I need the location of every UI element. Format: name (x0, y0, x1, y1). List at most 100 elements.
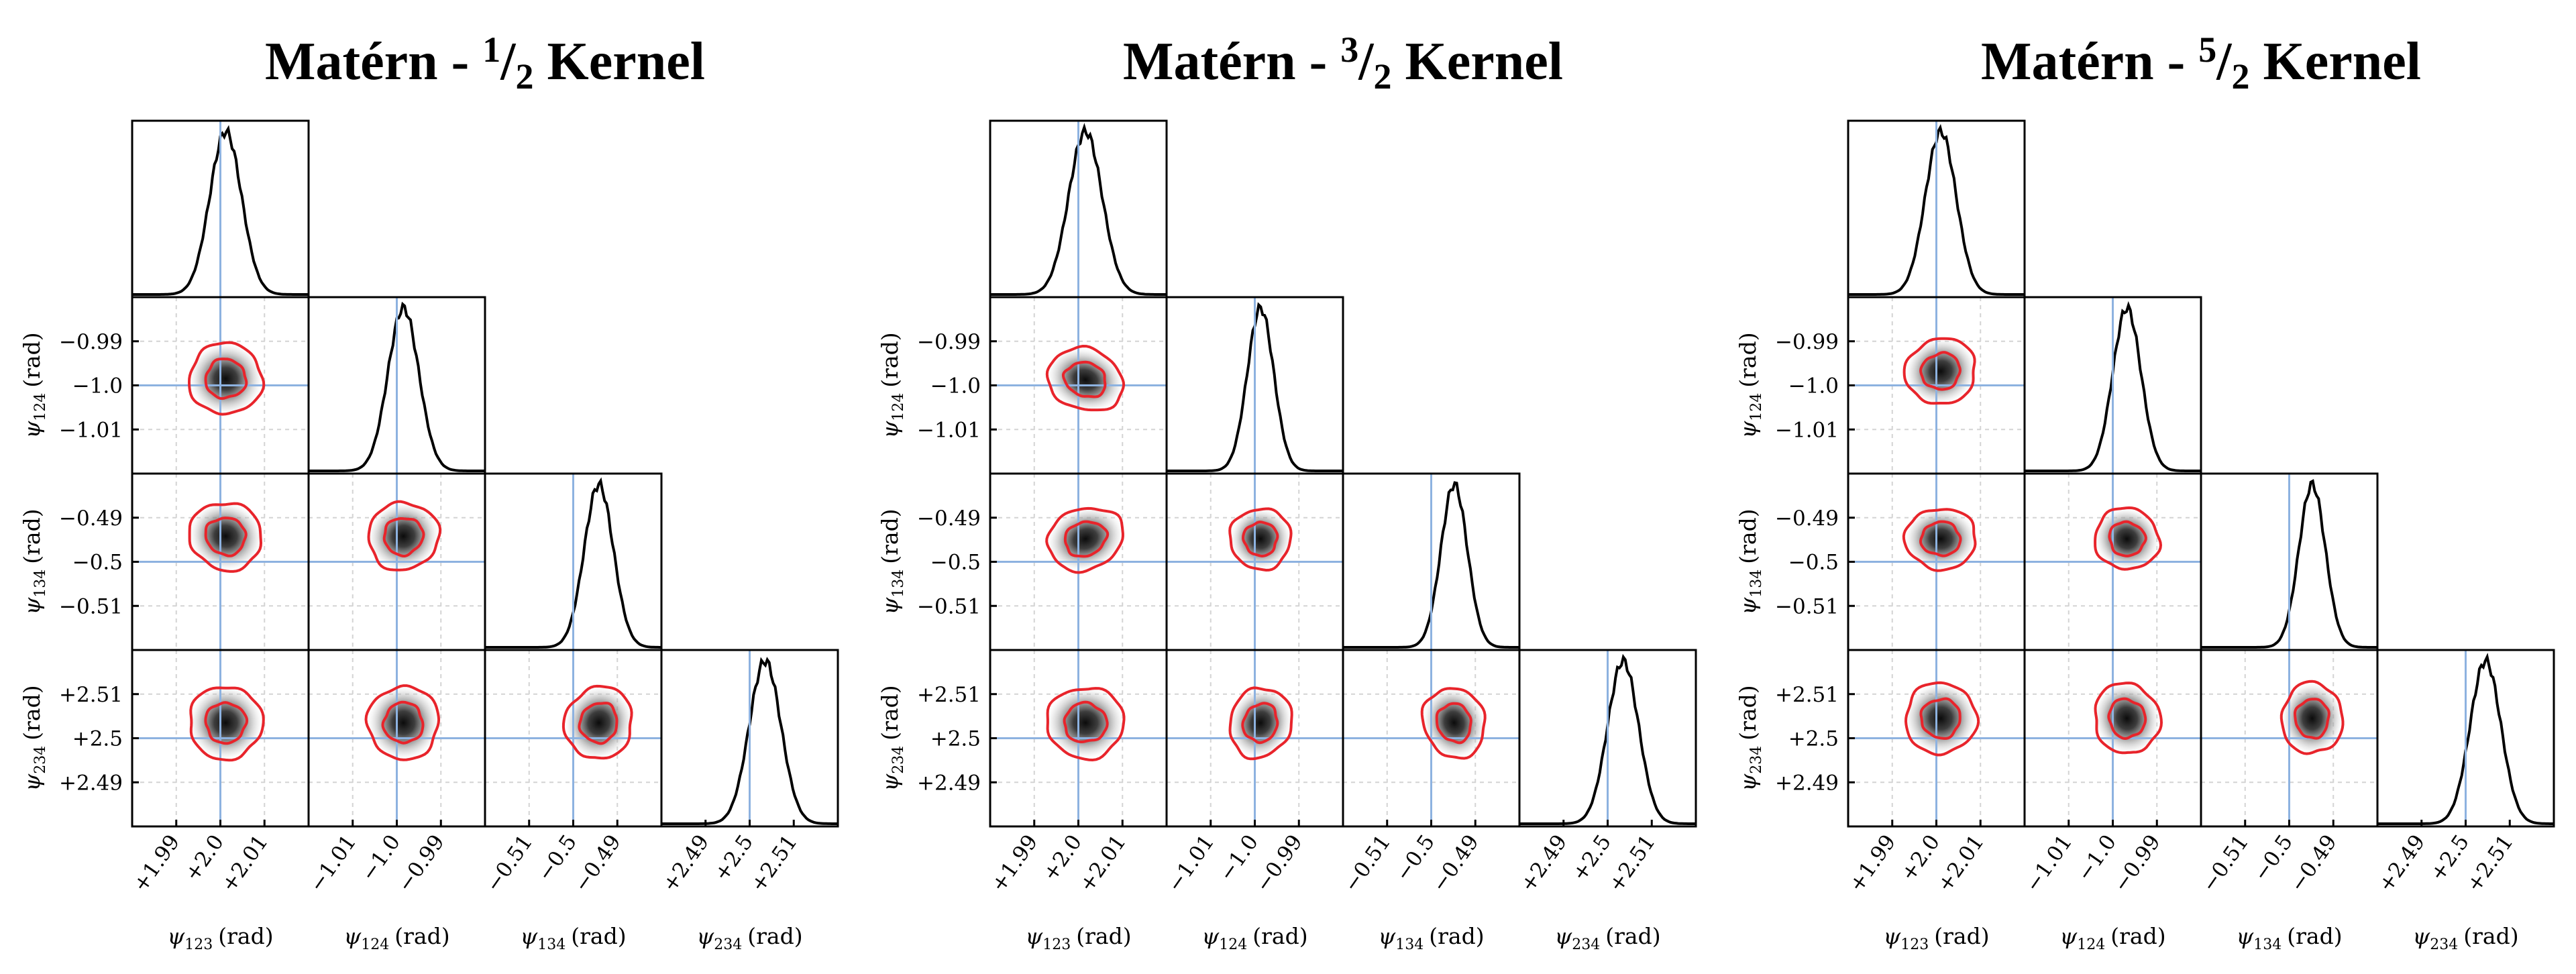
y-label-unit: (rad) (19, 685, 45, 740)
x-axis-label: ψ124 (rad) (343, 923, 449, 953)
y-axis-label: ψ124 (rad) (1735, 332, 1765, 438)
contour-inner (2107, 697, 2147, 741)
contour-outer (2279, 680, 2345, 755)
density-2d (187, 684, 264, 761)
x-label-symbol: ψ (2059, 923, 2078, 949)
contour-outer (1902, 337, 1976, 405)
subplot-r0-c0 (989, 119, 1168, 299)
x-label-symbol: ψ (2236, 923, 2254, 949)
contour-inner (1241, 702, 1279, 745)
contour-outer (1228, 507, 1293, 572)
title-slash: / (2216, 32, 2233, 91)
x-label-unit: (rad) (2463, 923, 2518, 949)
y-label-symbol: ψ (19, 773, 45, 792)
panel-title: Matérn - 1/2 Kernel (265, 30, 705, 97)
x-label-subscript: 123 (1900, 936, 1929, 953)
y-axis-label: ψ134 (rad) (1735, 508, 1765, 614)
y-tick-label: −0.51 (917, 594, 981, 618)
x-label-symbol: ψ (520, 923, 538, 949)
subplot-r2-c1 (307, 472, 486, 651)
y-label-unit: (rad) (1735, 332, 1761, 387)
y-tick-label: −0.49 (59, 506, 123, 531)
x-label-subscript: 124 (361, 936, 389, 953)
title-prefix: Matérn - (1123, 32, 1340, 91)
x-tick-label: −0.51 (1339, 830, 1395, 896)
density-2d (1904, 337, 1978, 406)
y-label-subscript: 234 (890, 746, 907, 774)
y-label-unit: (rad) (877, 508, 903, 563)
subplot-r2-c0: −0.51 −0.5 −0.49 ψ134 (rad) (1735, 472, 2026, 651)
subplot-r1-c1 (307, 296, 486, 475)
x-tick-label: −0.49 (2286, 830, 2342, 896)
x-tick-label: −0.99 (2109, 830, 2165, 896)
x-label-subscript: 234 (1572, 936, 1600, 953)
x-label-symbol: ψ (1883, 923, 1901, 949)
density-2d (1046, 346, 1126, 413)
x-label-subscript: 123 (184, 936, 213, 953)
x-label-subscript: 134 (2253, 936, 2282, 953)
y-tick-label: −0.5 (72, 551, 123, 575)
y-axis-label: ψ134 (rad) (877, 508, 907, 614)
title-prefix: Matérn - (265, 32, 482, 91)
subplot-r1-c1 (2023, 296, 2202, 475)
contour-inner (204, 701, 249, 745)
density-2d (1228, 506, 1293, 571)
x-tick-label: +2.49 (2373, 830, 2430, 896)
y-tick-label: −0.5 (930, 551, 981, 575)
x-tick-label: +1.99 (128, 830, 184, 896)
x-label-unit: (rad) (1076, 923, 1131, 949)
x-tick-label: +2.49 (1515, 830, 1572, 896)
title-prefix: Matérn - (1981, 32, 2198, 91)
contour-outer (1228, 686, 1293, 761)
x-tick-label: −1.01 (1163, 830, 1219, 896)
x-axis-label: ψ124 (rad) (1201, 923, 1307, 953)
contour-inner (382, 517, 425, 557)
x-tick-label: +2.01 (217, 830, 273, 896)
x-axis-label: ψ234 (rad) (1554, 923, 1660, 953)
y-label-symbol: ψ (19, 597, 45, 615)
y-tick-label: −1.01 (1775, 418, 1839, 442)
y-tick-label: −1.0 (1788, 374, 1839, 398)
x-axis-label: ψ123 (rad) (1025, 923, 1131, 953)
x-tick-label: −0.51 (481, 830, 537, 896)
subplot-r0-c0 (1847, 119, 2026, 299)
y-tick-label: −0.49 (917, 506, 981, 531)
y-label-unit: (rad) (1735, 508, 1761, 563)
contour-outer (1046, 687, 1126, 762)
y-tick-label: +2.51 (1775, 683, 1839, 707)
x-axis-label: ψ124 (rad) (2059, 923, 2165, 953)
subplot-r2-c2 (2200, 472, 2379, 651)
x-tick-label: −1.01 (305, 830, 361, 896)
x-tick-label: −0.49 (570, 830, 626, 896)
subplot-r3-c0: +2.49+2.5+2.51ψ234(rad)+1.99+2.0+2.01ψ12… (19, 649, 310, 953)
x-tick-label: +2.51 (2462, 830, 2518, 896)
x-label-symbol: ψ (343, 923, 362, 949)
density-2d (2092, 681, 2161, 755)
y-label-subscript: 134 (1748, 570, 1765, 598)
x-label-symbol: ψ (1201, 923, 1220, 949)
y-tick-label: −0.51 (59, 594, 123, 618)
density-2d (1228, 686, 1293, 760)
x-label-subscript: 124 (1219, 936, 1247, 953)
contour-inner (2108, 520, 2147, 557)
title-suffix: Kernel (534, 32, 705, 91)
contour-inner (204, 358, 248, 400)
y-axis-label: ψ234 (rad) (877, 685, 907, 791)
x-label-unit: (rad) (2287, 923, 2342, 949)
x-axis-label: ψ134 (rad) (520, 923, 626, 953)
y-label-subscript: 234 (1748, 746, 1765, 774)
y-label-subscript: 124 (32, 393, 49, 421)
title-suffix: Kernel (1392, 32, 1563, 91)
x-tick-label: +2.51 (1604, 830, 1660, 896)
y-axis-label: ψ234 (rad) (1735, 685, 1765, 791)
y-label-symbol: ψ (1735, 421, 1761, 439)
y-label-subscript: 124 (1748, 393, 1765, 421)
contour-inner (1919, 351, 1962, 391)
x-label-symbol: ψ (1025, 923, 1043, 949)
y-tick-label: +2.5 (1788, 727, 1839, 751)
contour-inner (578, 702, 619, 745)
x-label-subscript: 134 (1395, 936, 1424, 953)
